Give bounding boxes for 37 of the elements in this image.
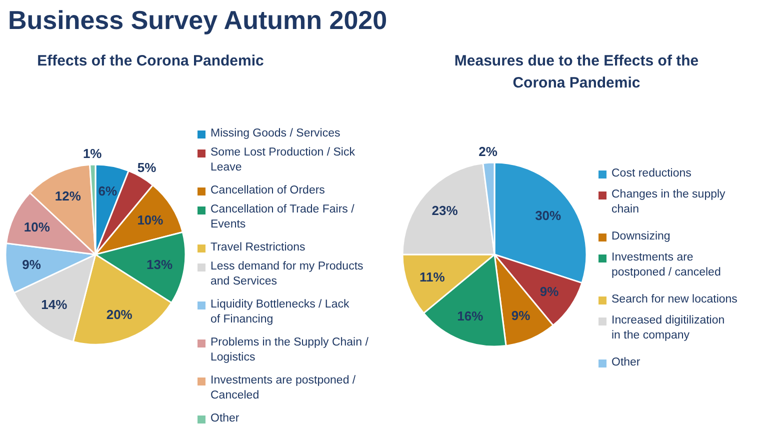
- legend-label: Changes in the supply chain: [612, 188, 726, 216]
- data-label: 1%: [82, 146, 102, 162]
- data-label: 6%: [98, 183, 118, 198]
- legend-label: Cancellation of Orders: [210, 184, 326, 196]
- legend-label: Other: [210, 412, 240, 424]
- legend-label: Investments are postponed / Canceled: [210, 374, 356, 402]
- data-label: 2%: [478, 144, 498, 160]
- legend-label: Liquidity Bottlenecks / Lack of Financing: [210, 298, 350, 326]
- legend-label: Less demand for my Products and Services: [210, 260, 364, 288]
- legend-label: Downsizing: [612, 230, 670, 242]
- data-label: 5%: [137, 160, 157, 176]
- legend-label: Increased digitilization in the company: [612, 314, 725, 342]
- data-label: 10%: [137, 212, 164, 228]
- chart-title: Business Survey Autumn 2020: [8, 5, 388, 35]
- data-label: 10%: [24, 219, 50, 234]
- data-label: 9%: [540, 284, 560, 300]
- data-label: 9%: [22, 257, 42, 272]
- chart-title: Measures due to the Effects of the Corona Pandemic: [454, 52, 699, 92]
- data-label: 9%: [511, 308, 531, 323]
- legend-label: Other: [612, 356, 640, 368]
- data-label: 23%: [432, 203, 458, 218]
- data-label: 30%: [535, 208, 562, 224]
- data-label: 12%: [54, 188, 82, 204]
- legend-label: Cancellation of Trade Fairs / Events: [210, 204, 356, 230]
- data-label: 13%: [146, 257, 173, 272]
- legend-label: Investments are postponed / canceled: [612, 252, 721, 278]
- legend-label: Travel Restrictions: [210, 242, 306, 254]
- legend-label: Cost reductions: [612, 168, 692, 180]
- data-label: 20%: [106, 307, 133, 322]
- legend-label: Search for new locations: [612, 294, 738, 306]
- legend-label: Problems in the Supply Chain / Logistics: [210, 336, 370, 364]
- data-label: 11%: [420, 269, 446, 284]
- data-label: 16%: [457, 308, 484, 324]
- data-label: 14%: [41, 296, 68, 312]
- legend-label: Some Lost Production / Sick Leave: [210, 146, 356, 174]
- legend-label: Missing Goods / Services: [210, 128, 340, 140]
- chart-subtitle: Effects of the Corona Pandemic: [37, 52, 264, 70]
